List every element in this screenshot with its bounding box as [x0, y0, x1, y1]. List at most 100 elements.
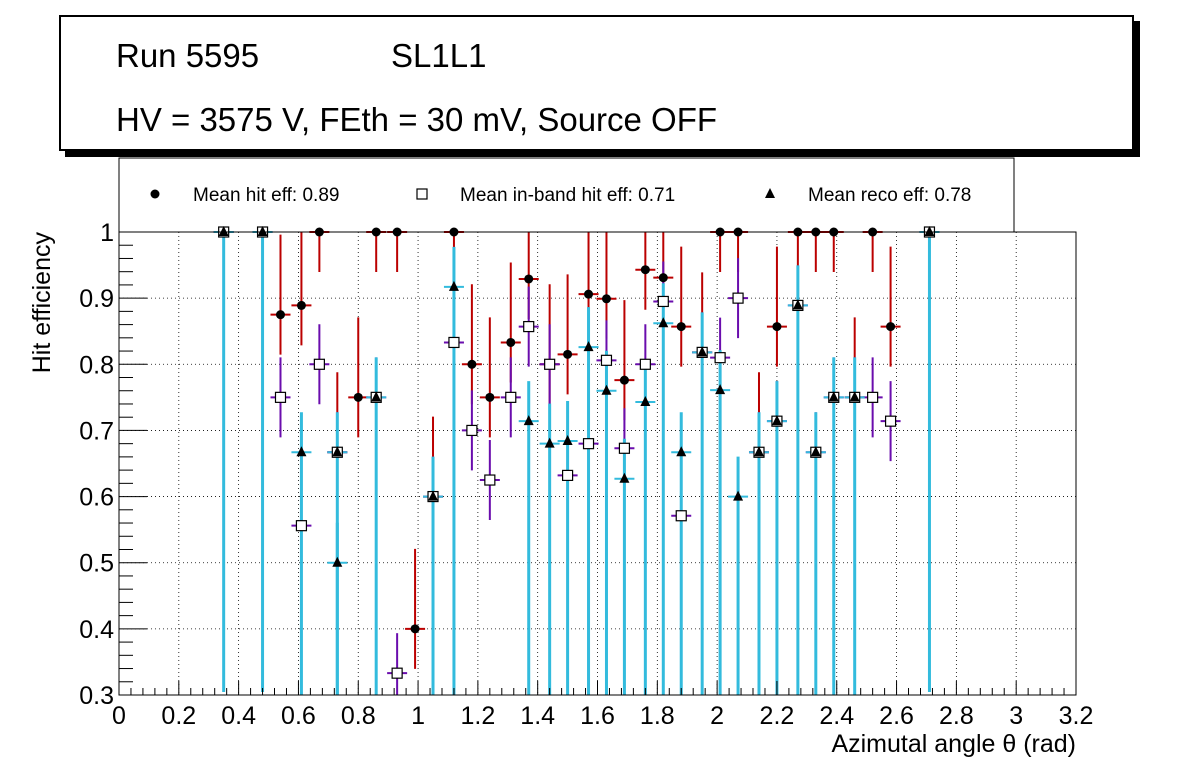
inband-point: [675, 510, 687, 522]
inband-point: [484, 474, 496, 486]
x-tick-label: 2: [710, 702, 724, 730]
inband-point: [714, 352, 726, 364]
x-tick-label: 2.2: [760, 702, 795, 730]
x-tick-label: 0.6: [281, 702, 316, 730]
x-tick-label: 1.8: [640, 702, 675, 730]
x-tick-label: 1.4: [520, 702, 555, 730]
x-tick-label: 0.4: [221, 702, 256, 730]
inband-point: [466, 424, 478, 437]
inband-point: [295, 520, 308, 532]
hit-point: [410, 624, 420, 634]
hit-point: [601, 294, 611, 304]
reco-point: [828, 391, 839, 402]
legend-label: Mean hit eff: 0.89: [193, 185, 339, 206]
reco-point: [601, 384, 612, 395]
markers: [218, 226, 936, 679]
reco-point: [428, 490, 439, 501]
legend-box: [118, 157, 1015, 233]
legend-label: Mean in-band hit eff: 0.71: [460, 185, 675, 206]
hit-point: [584, 289, 594, 299]
reco-point: [792, 299, 803, 310]
hit-point: [275, 310, 285, 320]
reco-point: [332, 556, 343, 567]
inband-point: [274, 391, 287, 403]
hit-point: [619, 375, 629, 385]
hit-point: [296, 300, 306, 310]
reco-point: [676, 446, 687, 457]
reco-point: [658, 317, 669, 328]
y-tick-label: 0.6: [79, 484, 114, 512]
hit-point: [353, 392, 363, 402]
hit-point: [640, 265, 650, 275]
axes: 0 0.2 0.4 0.6 0.8 1 1.2 1.4 1.6 1.8 2 2.2 2.4 2.6 2.8 3…: [79, 219, 1093, 730]
x-tick-label: 3: [1009, 702, 1023, 730]
reco-point: [371, 391, 382, 402]
title-box: Run 5595 SL1L1 HV = 3575 V, FEth = 30 mV…: [59, 15, 1134, 151]
x-tick-label: 0: [112, 702, 126, 730]
inband-point: [391, 667, 403, 679]
reco-point: [218, 226, 229, 236]
inband-point: [561, 469, 574, 482]
error-bars: [213, 231, 940, 695]
reco-point: [849, 391, 860, 402]
inband-point: [618, 442, 631, 454]
reco-point: [257, 226, 268, 236]
reco-point: [562, 435, 573, 446]
x-axis-label: Azimutal angle θ (rad): [831, 730, 1076, 758]
x-tick-label: 1: [411, 702, 425, 730]
reco-point: [544, 437, 555, 448]
reco-point: [296, 446, 307, 457]
inband-point: [600, 354, 613, 366]
hit-point: [658, 273, 668, 283]
y-axis-label: Hit efficiency: [28, 232, 56, 374]
reco-point: [332, 446, 343, 457]
conditions-label: HV = 3575 V, FEth = 30 mV, Source OFF: [116, 101, 718, 138]
x-tick-label: 1.6: [580, 702, 615, 730]
y-tick-label: 1: [100, 219, 114, 247]
reco-point: [583, 341, 594, 352]
hit-point: [467, 359, 477, 369]
y-tick-label: 0.9: [79, 285, 114, 313]
inband-point: [582, 438, 595, 450]
inband-point: [523, 320, 535, 333]
reco-point: [924, 226, 935, 236]
hit-point: [485, 392, 495, 402]
hit-point: [563, 349, 573, 359]
inband-point: [448, 336, 460, 349]
y-tick-label: 0.4: [79, 616, 114, 644]
reco-point: [640, 395, 651, 406]
hit-point: [772, 322, 782, 332]
x-tick-label: 0.8: [341, 702, 376, 730]
inband-point: [867, 391, 879, 403]
reco-point: [753, 446, 764, 457]
hit-point: [524, 274, 534, 284]
y-tick-label: 0.7: [79, 417, 114, 445]
hit-point: [506, 337, 516, 347]
x-tick-label: 2.6: [879, 702, 914, 730]
inband-point: [639, 358, 651, 370]
hit-point: [676, 322, 686, 332]
legend: Mean hit eff: 0.89 Mean in-band hit eff: …: [150, 185, 971, 206]
inband-point: [657, 295, 669, 308]
legend-label: Mean reco eff: 0.78: [808, 185, 971, 206]
inband-point: [505, 391, 517, 403]
inband-point: [313, 358, 325, 370]
reco-point: [448, 280, 459, 291]
inband-point: [544, 358, 556, 370]
inband-point: [732, 292, 744, 304]
y-tick-label: 0.5: [79, 550, 114, 578]
inband-point: [884, 415, 897, 427]
hit-point: [886, 322, 896, 332]
x-tick-label: 0.2: [161, 702, 196, 730]
reco-point: [733, 490, 744, 501]
layer-label: SL1L1: [391, 37, 487, 74]
reco-point: [697, 346, 708, 357]
x-tick-label: 3.2: [1059, 702, 1094, 730]
legend-reco-marker: [765, 188, 775, 198]
legend-inband-marker: [416, 188, 428, 200]
reco-point: [619, 472, 630, 483]
reco-point: [771, 415, 782, 426]
y-tick-label: 0.3: [79, 682, 114, 710]
y-tick-label: 0.8: [79, 351, 114, 379]
